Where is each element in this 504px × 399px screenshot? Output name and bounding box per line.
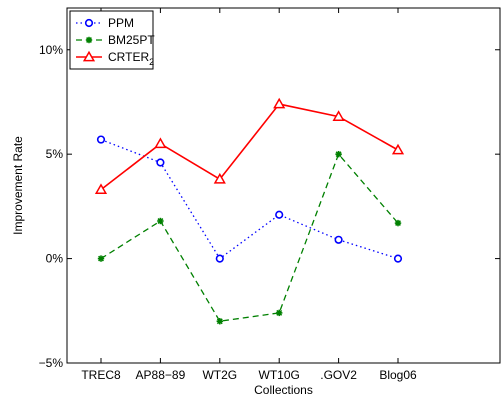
y-tick-label: −5%: [39, 356, 64, 370]
x-axis: TREC8 AP88−89 WT2G WT10G .GOV2 Blog06: [81, 8, 417, 382]
legend-label: CRTER2: [108, 50, 154, 67]
data-point: [275, 210, 284, 219]
data-point: [156, 158, 165, 167]
series-line: [100, 152, 399, 322]
legend-label: BM25PT: [108, 33, 155, 47]
data-point: [216, 318, 223, 325]
data-point: [276, 309, 283, 317]
series-layer: [94, 97, 405, 325]
x-tick-label: WT2G: [202, 368, 237, 382]
legend-marker: [85, 36, 93, 44]
y-axis-label: Improvement Rate: [11, 136, 25, 235]
data-point: [334, 235, 343, 244]
series-ppm: [96, 135, 403, 263]
legend-entry: CRTER2: [76, 50, 154, 67]
x-tick-label: AP88−89: [136, 368, 186, 382]
data-point: [332, 110, 345, 121]
series-line: [100, 138, 399, 260]
data-point: [154, 137, 167, 149]
series-line: [100, 103, 399, 191]
data-point: [391, 143, 405, 155]
legend-marker: [82, 50, 96, 62]
y-tick-label: 5%: [46, 147, 64, 161]
series-crter: [94, 97, 405, 195]
data-point: [335, 150, 342, 158]
x-tick-label: Blog06: [379, 368, 417, 382]
legend-entry: PPM: [76, 16, 134, 30]
legend-entry: BM25PT: [76, 33, 155, 47]
data-point: [97, 255, 105, 262]
data-point: [394, 219, 402, 227]
legend-box: [69, 10, 154, 70]
x-tick-label: WT10G: [259, 368, 300, 382]
data-point: [94, 183, 108, 195]
y-tick-label: 0%: [46, 252, 64, 266]
legend-marker: [84, 18, 94, 28]
data-point: [96, 135, 106, 144]
data-point: [273, 97, 286, 109]
series-bm25pt: [97, 150, 402, 325]
legend-label: PPM: [108, 16, 134, 30]
data-point: [215, 254, 224, 263]
data-point: [157, 217, 164, 225]
x-axis-label: Collections: [254, 383, 313, 397]
y-tick-label: 10%: [39, 43, 63, 57]
legend: PPM BM25PT CRTER2: [69, 10, 155, 70]
x-tick-label: TREC8: [81, 368, 121, 382]
y-axis: −5% 0% 5% 10%: [39, 43, 500, 370]
data-point: [393, 254, 403, 263]
data-point: [213, 172, 226, 184]
x-tick-label: .GOV2: [320, 368, 357, 382]
